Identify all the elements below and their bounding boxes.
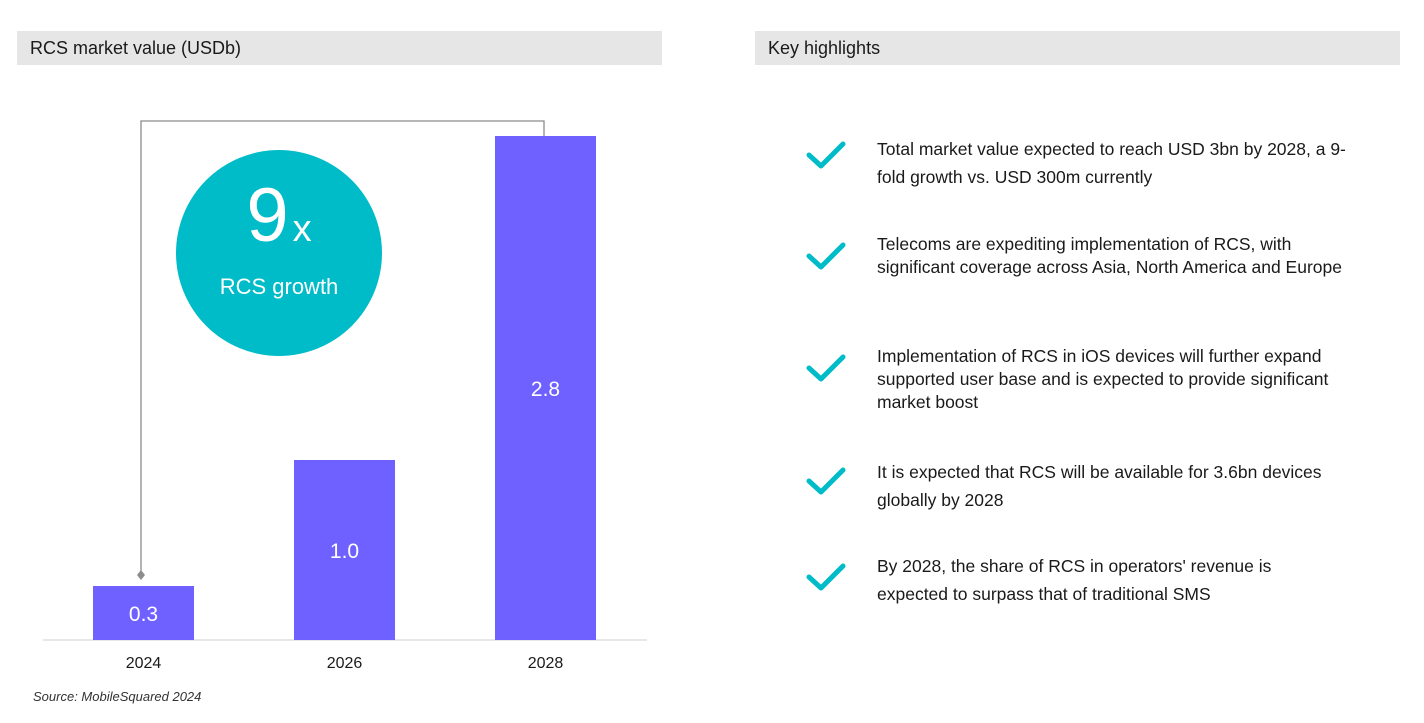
chart-panel-header: RCS market value (USDb) <box>17 31 662 65</box>
highlight-text: Telecoms are expediting implementation o… <box>877 234 1342 277</box>
data-label-2026: 1.0 <box>330 540 359 563</box>
source-note: Source: MobileSquared 2024 <box>33 689 202 704</box>
highlight-item: By 2028, the share of RCS in operators' … <box>805 556 1365 638</box>
highlight-text: Implementation of RCS in iOS devices wil… <box>877 346 1329 412</box>
highlight-text: Total market value expected to reach USD… <box>877 139 1346 187</box>
bar-2028 <box>495 136 596 640</box>
growth-label: RCS growth <box>219 274 339 299</box>
highlight-item: It is expected that RCS will be availabl… <box>805 461 1365 541</box>
bar-2024 <box>93 586 194 640</box>
checkmark-icon <box>806 354 846 382</box>
highlight-item: Total market value expected to reach USD… <box>805 135 1365 215</box>
growth-connector-start-marker <box>137 570 145 580</box>
checkmark-icon <box>806 467 846 495</box>
highlight-text: It is expected that RCS will be availabl… <box>877 462 1322 510</box>
data-label-2024: 0.3 <box>129 603 158 626</box>
checkmark-icon <box>806 563 846 591</box>
data-label-2028: 2.8 <box>531 378 560 401</box>
x-tick-label-2024: 2024 <box>126 655 162 672</box>
growth-connector-line <box>140 120 545 574</box>
x-tick-label-2028: 2028 <box>528 655 564 672</box>
highlight-item: Telecoms are expediting implementation o… <box>805 234 1365 315</box>
bar-2026 <box>294 460 395 640</box>
x-tick-label-2026: 2026 <box>327 655 363 672</box>
highlight-item: Implementation of RCS in iOS devices wil… <box>805 346 1365 427</box>
checkmark-icon <box>806 141 846 169</box>
growth-value: 9 <box>246 173 289 258</box>
bar-chart: 0.3 2024 1.0 2026 2.8 2028 <box>43 120 647 672</box>
highlight-text: By 2028, the share of RCS in operators' … <box>877 556 1272 604</box>
growth-suffix: x <box>292 208 312 250</box>
highlights-panel-header: Key highlights <box>755 31 1400 65</box>
checkmark-icon <box>806 242 846 270</box>
